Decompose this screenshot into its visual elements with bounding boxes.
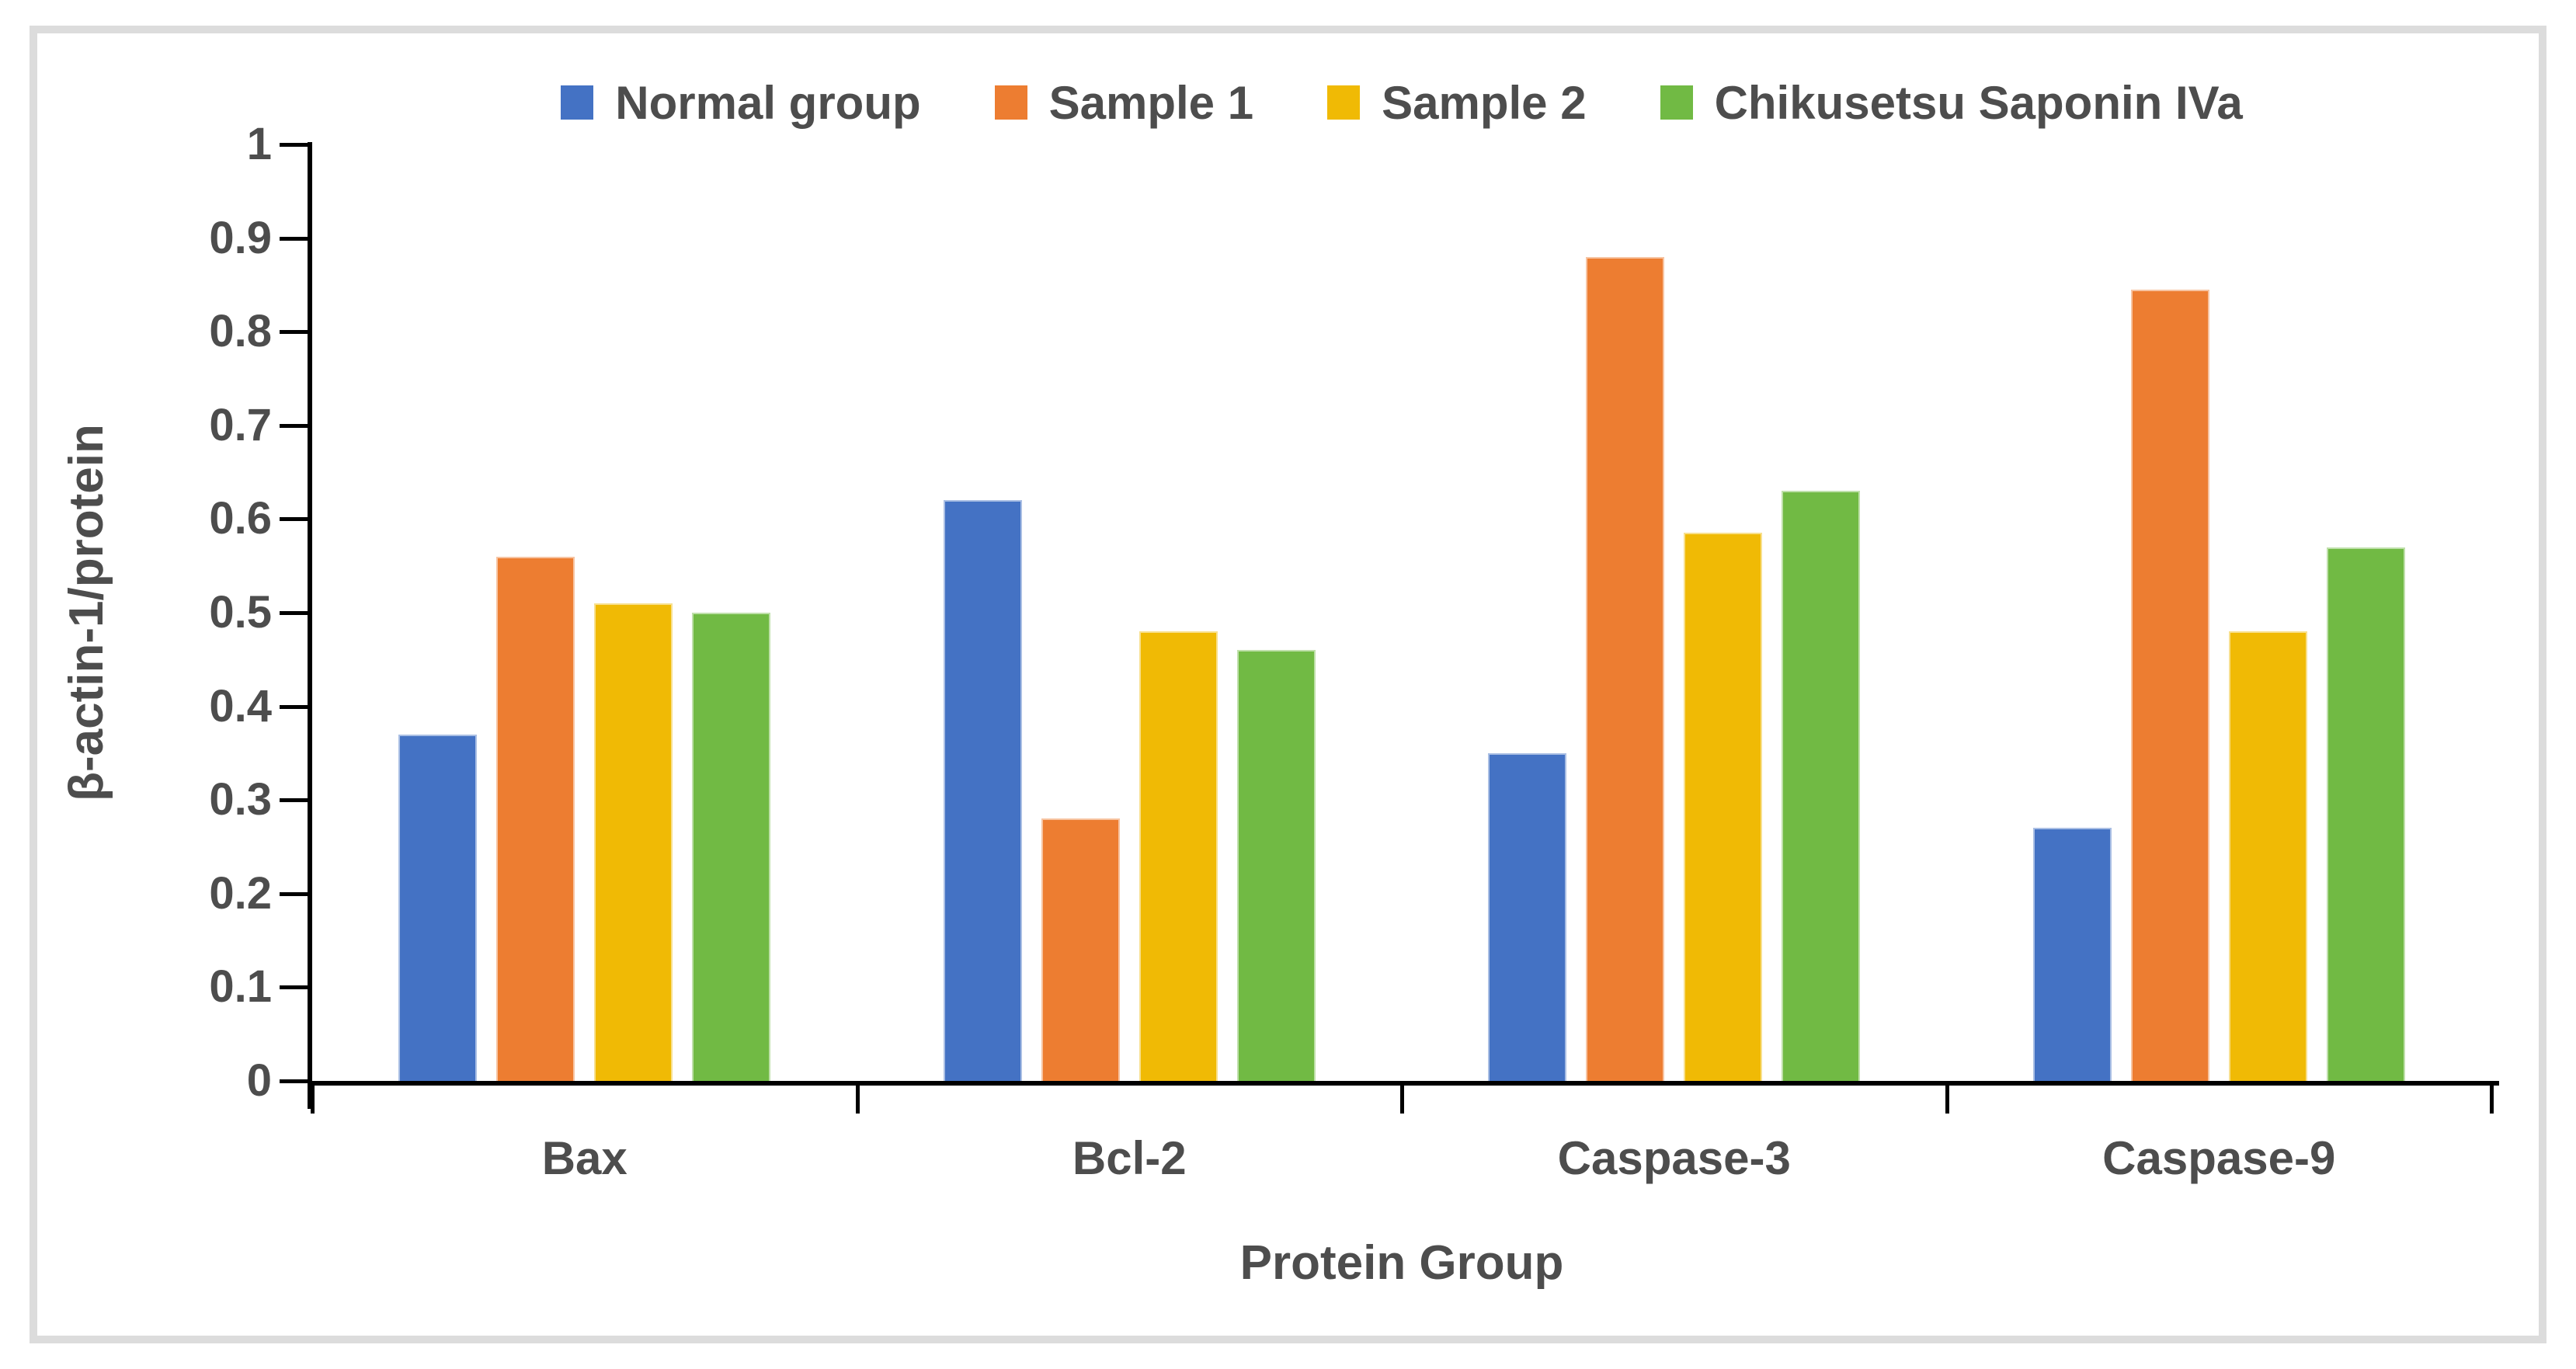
legend-swatch: [561, 85, 594, 120]
y-tick-mark: [280, 704, 308, 709]
x-tick-mark: [1400, 1086, 1404, 1114]
x-category-label: Bax: [541, 1132, 627, 1184]
y-tick-mark: [280, 236, 308, 241]
legend-swatch: [1327, 85, 1361, 120]
x-category-label: Caspase-3: [1557, 1132, 1791, 1184]
bar-normal-group-bcl-2: [943, 500, 1022, 1081]
x-tick-mark: [855, 1086, 860, 1114]
bar-sample-1-caspase-3: [1586, 257, 1665, 1081]
y-tick-label: 0.9: [209, 212, 272, 263]
x-category-label: Bcl-2: [1072, 1132, 1187, 1184]
legend-label: Sample 2: [1382, 76, 1587, 129]
y-tick-label: 0.5: [209, 587, 272, 638]
x-axis-title: Protein Group: [1239, 1236, 1564, 1290]
bar-sample-2-bax: [594, 603, 673, 1081]
y-tick-label: 0.2: [209, 867, 272, 919]
y-axis-line: [308, 142, 312, 1109]
bar-sample-2-caspase-3: [1684, 533, 1763, 1081]
x-category-label: Caspase-9: [2102, 1132, 2336, 1184]
bar-chikusetsu-saponin-iva-caspase-3: [1782, 491, 1861, 1081]
legend-item-normal-group: Normal group: [561, 76, 921, 130]
y-tick-label: 0.7: [209, 399, 272, 450]
legend-item-chikusetsu-saponin-iva: Chikusetsu Saponin IVa: [1660, 76, 2243, 130]
y-tick-mark: [280, 143, 308, 147]
legend-item-sample-2: Sample 2: [1327, 76, 1587, 130]
y-tick-mark: [280, 611, 308, 615]
y-tick-label: 0.4: [209, 680, 272, 731]
bar-normal-group-caspase-3: [1488, 753, 1567, 1081]
x-tick-mark: [2490, 1086, 2494, 1114]
y-tick-mark: [280, 985, 308, 990]
bar-chikusetsu-saponin-iva-bax: [692, 613, 771, 1081]
legend-label: Chikusetsu Saponin IVa: [1714, 76, 2243, 129]
x-axis-line: [308, 1081, 2499, 1086]
figure-border: Normal group Sample 1 Sample 2 Chikusetsu S…: [30, 26, 2546, 1343]
y-tick-mark: [280, 798, 308, 803]
y-tick-mark: [280, 517, 308, 522]
y-tick-mark: [280, 1079, 308, 1083]
legend-item-sample-1: Sample 1: [994, 76, 1254, 130]
legend-label: Normal group: [615, 76, 921, 129]
y-tick-mark: [280, 891, 308, 896]
legend-swatch: [1660, 85, 1693, 120]
y-tick-mark: [280, 330, 308, 335]
y-tick-label: 0: [246, 1055, 272, 1106]
legend-label: Sample 1: [1048, 76, 1254, 129]
bar-group-caspase-9: [1947, 144, 2492, 1081]
y-tick-label: 1: [246, 119, 272, 169]
y-tick-mark: [280, 423, 308, 428]
bar-sample-2-caspase-9: [2228, 631, 2307, 1081]
bar-normal-group-caspase-9: [2032, 828, 2112, 1081]
bar-sample-1-caspase-9: [2130, 290, 2209, 1081]
bar-sample-1-bax: [496, 557, 575, 1081]
y-tick-label: 0.6: [209, 493, 272, 544]
bar-chikusetsu-saponin-iva-bcl-2: [1236, 650, 1316, 1081]
legend-swatch: [994, 85, 1027, 120]
y-tick-label: 0.1: [209, 961, 272, 1013]
y-tick-label: 0.3: [209, 774, 272, 825]
bar-normal-group-bax: [398, 735, 478, 1081]
legend: Normal group Sample 1 Sample 2 Chikusetsu S…: [312, 76, 2491, 130]
x-tick-mark: [311, 1086, 315, 1114]
bar-sample-2-bcl-2: [1139, 631, 1218, 1081]
x-tick-mark: [1945, 1086, 1949, 1114]
bar-group-bcl-2: [857, 144, 1403, 1081]
bar-sample-1-bcl-2: [1041, 818, 1120, 1081]
bar-group-bax: [312, 144, 857, 1081]
bar-group-caspase-3: [1402, 144, 1947, 1081]
bar-chikusetsu-saponin-iva-caspase-9: [2326, 547, 2405, 1081]
y-tick-label: 0.8: [209, 306, 272, 357]
